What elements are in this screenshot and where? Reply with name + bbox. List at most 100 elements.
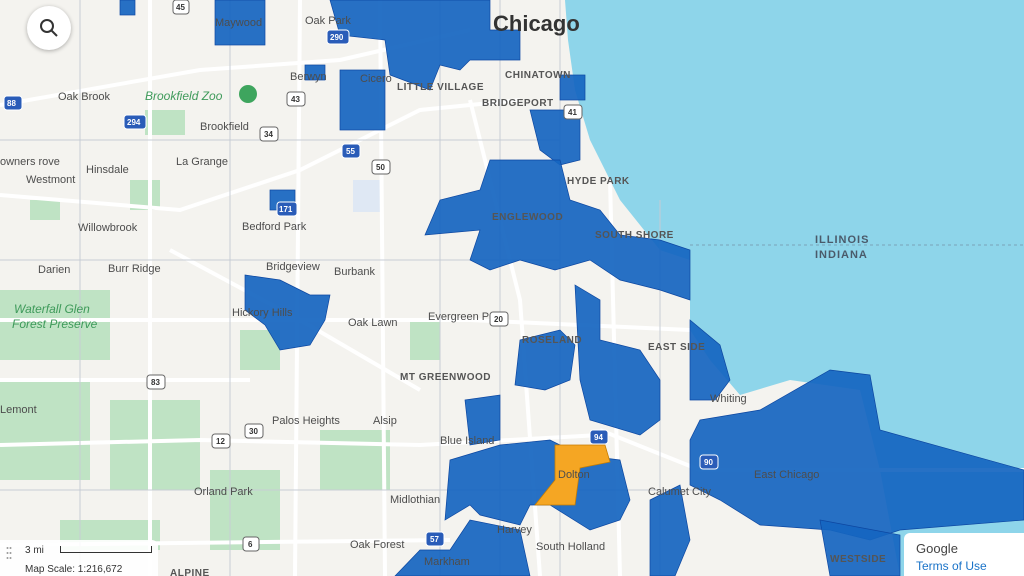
shield-6: 6	[242, 536, 260, 552]
label-east-side: EAST SIDE	[648, 342, 705, 353]
shield-55: 55	[341, 143, 361, 159]
svg-text:41: 41	[568, 108, 577, 117]
svg-text:90: 90	[704, 458, 713, 467]
label-la-grange: La Grange	[176, 156, 228, 168]
highlighted-region-dolton[interactable]	[534, 444, 611, 506]
label-burr-ridge: Burr Ridge	[108, 263, 161, 275]
shield-50: 50	[371, 159, 391, 175]
shield-30: 30	[244, 423, 264, 439]
label-alsip: Alsip	[373, 415, 397, 427]
label-evergreen-park: Evergreen Park	[428, 311, 505, 323]
label-bridgeview: Bridgeview	[266, 261, 320, 273]
terms-link[interactable]: Terms of Use	[916, 559, 987, 573]
label-hinsdale: Hinsdale	[86, 164, 129, 176]
svg-text:57: 57	[430, 535, 439, 544]
svg-text:83: 83	[151, 378, 160, 387]
shield-88: 88	[3, 95, 23, 111]
label-blue-island: Blue Island	[440, 435, 494, 447]
label-roseland: ROSELAND	[522, 335, 582, 346]
shield-41: 41	[563, 104, 583, 120]
svg-text:43: 43	[291, 95, 300, 104]
svg-text:12: 12	[216, 437, 225, 446]
shield-45: 45	[172, 0, 190, 15]
svg-text:94: 94	[594, 433, 603, 442]
shield-90: 90	[699, 454, 719, 470]
shield-83: 83	[146, 374, 166, 390]
svg-text:294: 294	[127, 118, 141, 127]
shield-12: 12	[211, 433, 231, 449]
label-oak-lawn: Oak Lawn	[348, 317, 398, 329]
label-calumet-city: Calumet City	[648, 486, 711, 498]
svg-text:55: 55	[346, 147, 355, 156]
label-cicero: Cicero	[360, 73, 392, 85]
label-midlothian: Midlothian	[390, 494, 440, 506]
lake-michigan	[565, 0, 1024, 576]
scale-bar	[60, 546, 152, 553]
label-downers-grove: owners rove	[0, 156, 60, 168]
shield-43: 43	[286, 91, 306, 107]
shield-34: 34	[259, 126, 279, 142]
label-waterfall-glen: Waterfall Glen	[14, 302, 90, 316]
search-button[interactable]	[27, 6, 71, 50]
label-bedford-park: Bedford Park	[242, 221, 307, 233]
label-oak-brook: Oak Brook	[58, 91, 110, 103]
label-south-holland: South Holland	[536, 541, 605, 553]
label-bridgeport: BRIDGEPORT	[482, 98, 554, 109]
label-lemont: Lemont	[0, 404, 37, 416]
label-markham: Markham	[424, 556, 470, 568]
map-scale: 3 mi Map Scale: 1:216,672	[0, 540, 158, 576]
map-attribution: Google Terms of Use	[904, 533, 1024, 576]
svg-text:30: 30	[249, 427, 258, 436]
svg-text:171: 171	[279, 205, 293, 214]
zoo-icon	[239, 85, 257, 103]
drag-handle-icon[interactable]	[6, 546, 12, 560]
label-chinatown: CHINATOWN	[505, 70, 571, 81]
label-dolton: Dolton	[558, 469, 590, 481]
shield-290: 290	[326, 29, 350, 45]
shield-57: 57	[425, 531, 445, 547]
svg-text:50: 50	[376, 163, 385, 172]
airport	[353, 180, 383, 212]
shield-294: 294	[123, 114, 147, 130]
parks	[0, 110, 440, 550]
label-hyde-park: HYDE PARK	[567, 176, 630, 187]
label-willowbrook: Willowbrook	[78, 222, 138, 234]
label-darien: Darien	[38, 264, 70, 276]
shield-94: 94	[589, 429, 609, 445]
label-brookfield: Brookfield	[200, 121, 249, 133]
label-little-village: LITTLE VILLAGE	[397, 82, 484, 93]
label-brookfield-zoo: Brookfield Zoo	[145, 89, 223, 103]
label-east-chicago: East Chicago	[754, 469, 819, 481]
scale-distance: 3 mi	[25, 545, 44, 556]
label-oak-forest: Oak Forest	[350, 539, 404, 551]
label-orland-park: Orland Park	[194, 486, 253, 498]
shield-171: 171	[276, 201, 298, 217]
label-illinois: ILLINOIS	[815, 234, 869, 246]
svg-text:88: 88	[7, 99, 16, 108]
label-mt-greenwood: MT GREENWOOD	[400, 372, 491, 383]
svg-text:45: 45	[176, 3, 185, 12]
label-oak-park: Oak Park	[305, 15, 351, 27]
label-indiana: INDIANA	[815, 249, 868, 261]
svg-text:6: 6	[248, 540, 253, 549]
svg-text:290: 290	[330, 33, 344, 42]
label-englewood: ENGLEWOOD	[492, 212, 563, 223]
highway-shields: 45 290 88 294 34 55 43 50 171 20 83 57 9…	[3, 0, 719, 552]
svg-text:34: 34	[264, 130, 273, 139]
label-burbank: Burbank	[334, 266, 375, 278]
search-icon	[40, 19, 58, 37]
label-chicago: Chicago	[493, 11, 580, 36]
highlighted-regions[interactable]	[119, 0, 1024, 576]
label-westmont: Westmont	[26, 174, 75, 186]
label-forest-preserve: Forest Preserve	[12, 317, 98, 331]
label-hickory-hills: Hickory Hills	[232, 307, 293, 319]
scale-ratio: Map Scale: 1:216,672	[25, 564, 123, 575]
label-berwyn: Berwyn	[290, 71, 327, 83]
label-maywood: Maywood	[215, 17, 262, 29]
provider-logo: Google	[916, 541, 958, 556]
label-palos-heights: Palos Heights	[272, 415, 340, 427]
shield-20: 20	[489, 311, 509, 327]
label-westside: WESTSIDE	[830, 554, 886, 565]
label-harvey: Harvey	[497, 524, 532, 536]
